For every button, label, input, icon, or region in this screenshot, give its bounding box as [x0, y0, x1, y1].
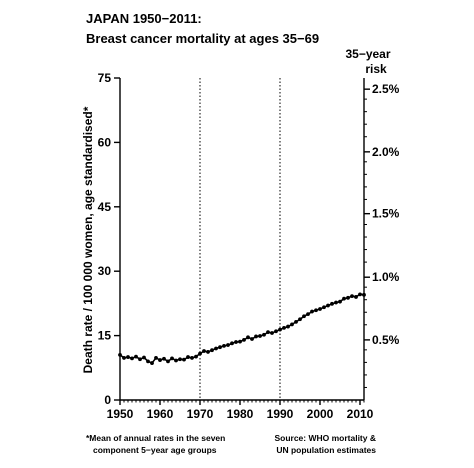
data-point	[318, 307, 322, 311]
data-point	[202, 349, 206, 353]
right-tick-label: 0.5%	[372, 333, 400, 347]
data-point	[238, 339, 242, 344]
data-point	[274, 329, 278, 334]
footnote-right-line-2: UN population estimates	[276, 445, 376, 455]
data-point	[326, 303, 330, 308]
data-point	[162, 356, 166, 361]
data-point	[210, 348, 214, 353]
x-tick-label: 1950	[107, 407, 134, 421]
data-point	[122, 356, 126, 360]
data-point	[330, 301, 334, 306]
data-point	[234, 340, 238, 344]
data-point	[146, 359, 150, 364]
data-point	[150, 361, 154, 365]
data-point	[322, 305, 326, 310]
data-point	[250, 337, 254, 341]
y-tick-label: 60	[98, 135, 112, 149]
data-point	[298, 317, 302, 322]
y-tick-label: 15	[98, 329, 112, 343]
data-point	[294, 319, 298, 324]
data-point	[262, 332, 266, 337]
footnote-right-line-1: Source: WHO mortality &	[274, 433, 376, 443]
series	[118, 292, 366, 365]
right-tick-label: 1.5%	[372, 207, 400, 221]
data-point	[282, 325, 286, 330]
data-point	[198, 351, 202, 356]
data-point	[258, 334, 262, 338]
right-tick-label: 2.0%	[372, 145, 400, 159]
right-tick-label: 2.5%	[372, 82, 400, 96]
data-point	[206, 350, 210, 354]
x-tick-label: 2010	[347, 407, 374, 421]
data-point	[142, 355, 146, 360]
data-point	[338, 299, 342, 304]
data-point	[342, 296, 346, 301]
data-point	[362, 292, 366, 297]
data-point	[270, 331, 274, 335]
right-axis-title-line-2: risk	[365, 62, 387, 76]
data-point	[246, 335, 250, 340]
data-point	[242, 337, 246, 342]
footnote-left-line-2: component 5−year age groups	[93, 445, 217, 455]
data-point	[350, 294, 354, 299]
data-point	[310, 309, 314, 314]
chart-title: JAPAN 1950−2011:	[86, 11, 202, 26]
y-tick-label: 0	[104, 393, 111, 407]
data-point	[186, 355, 190, 359]
data-point	[126, 355, 130, 359]
data-point	[138, 357, 142, 362]
y-axis-label: Death rate / 100 000 women, age standard…	[81, 106, 95, 373]
right-axis-ticks: 0.5% 1.0% 1.5% 2.0% 2.5%	[364, 82, 400, 388]
data-point	[230, 341, 234, 346]
data-point	[174, 358, 178, 363]
data-point	[302, 314, 306, 319]
x-tick-label: 1990	[267, 407, 294, 421]
x-tick-label: 1980	[227, 407, 254, 421]
reference-lines	[199, 78, 281, 400]
x-tick-label: 1960	[147, 407, 174, 421]
y-tick-label: 45	[98, 200, 112, 214]
data-point	[266, 330, 270, 335]
data-point	[354, 295, 358, 299]
data-point	[134, 354, 138, 359]
y-tick-label: 30	[98, 264, 112, 278]
data-point	[222, 344, 226, 348]
data-point	[226, 343, 230, 347]
data-point	[166, 359, 170, 364]
data-point	[278, 327, 282, 332]
data-point	[254, 334, 258, 339]
data-point	[334, 300, 338, 305]
data-point	[158, 358, 162, 362]
right-tick-label: 1.0%	[372, 270, 400, 284]
data-point	[346, 295, 350, 300]
data-point	[194, 354, 198, 359]
data-point	[154, 356, 158, 360]
y-axis-ticks: 0 15 30 45 60 75	[98, 71, 120, 407]
data-point	[130, 356, 134, 361]
data-point	[290, 322, 294, 327]
data-point	[182, 357, 186, 362]
footnote-left-line-1: *Mean of annual rates in the seven	[86, 433, 225, 443]
chart-subtitle: Breast cancer mortality at ages 35−69	[86, 31, 319, 46]
right-axis-title-line-1: 35−year	[345, 47, 390, 61]
data-point	[178, 357, 182, 362]
x-axis-ticks: 1950 1960 1970 1980 1990 2000 2010	[107, 400, 374, 421]
x-tick-label: 2000	[307, 407, 334, 421]
data-point	[358, 292, 362, 297]
data-point	[214, 346, 218, 351]
y-tick-label: 75	[98, 71, 112, 85]
data-point	[286, 324, 290, 329]
x-tick-label: 1970	[187, 407, 214, 421]
data-point	[170, 356, 174, 361]
data-point	[190, 356, 194, 360]
data-point	[118, 353, 122, 357]
data-point	[314, 308, 318, 313]
data-point	[306, 312, 310, 317]
data-point	[218, 345, 222, 350]
